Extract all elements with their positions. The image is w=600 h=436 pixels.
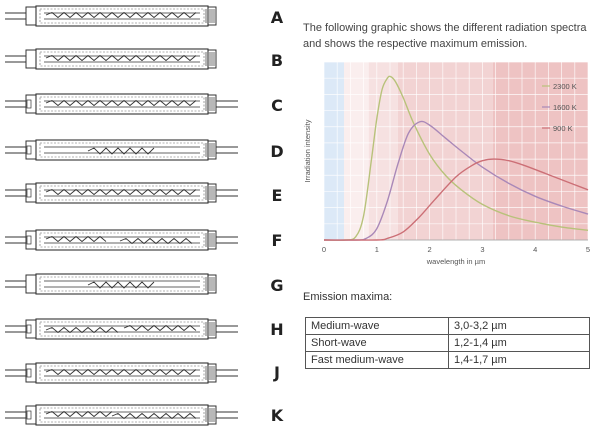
legend-label: 900 K — [553, 124, 573, 133]
tube-inner-line — [39, 321, 205, 337]
heater-label-e: E — [271, 186, 283, 205]
terminal-block — [26, 145, 32, 155]
band-fade — [344, 62, 369, 240]
tube-inner-line — [39, 232, 205, 248]
radiation-spectra-chart: 2300 K 1600 K 900 K 0 1 2 3 4 5 wavelength in µm I… — [303, 61, 590, 266]
heater-label-g: G — [270, 276, 284, 295]
table-row: Short-wave 1,2-1,4 µm — [305, 334, 590, 352]
x-tick-label: 2 — [428, 245, 432, 254]
heater-tube — [5, 182, 238, 204]
tube-inner-line — [39, 365, 205, 381]
heating-coil — [111, 412, 197, 420]
emission-type-cell: Short-wave — [305, 334, 449, 352]
emission-maxima-heading: Emission maxima: — [303, 291, 393, 303]
tube-inner-line — [39, 51, 205, 67]
heater-tube — [5, 273, 217, 295]
x-axis-label: wavelength in µm — [426, 257, 486, 266]
emission-range-cell: 3,0-3,2 µm — [448, 317, 590, 335]
tube-inner-line — [39, 276, 205, 292]
table-row: Medium-wave 3,0-3,2 µm — [305, 317, 590, 335]
heater-label-d: D — [270, 142, 284, 161]
heater-tube — [5, 404, 238, 426]
heater-label-k: K — [270, 406, 284, 425]
x-tick-label: 5 — [586, 245, 590, 254]
fast-medium-wave-band — [397, 62, 493, 240]
heating-coil — [45, 54, 197, 62]
terminal-block — [26, 324, 32, 334]
tube-inner-line — [39, 142, 205, 158]
intro-text: The following graphic shows the differen… — [303, 20, 598, 52]
terminal-block — [26, 99, 32, 109]
emission-range-cell: 1,2-1,4 µm — [448, 334, 590, 352]
emission-maxima-table: Medium-wave 3,0-3,2 µm Short-wave 1,2-1,… — [305, 317, 590, 369]
heater-label-b: B — [270, 51, 284, 70]
heating-coil — [45, 11, 197, 19]
intro-line-1: The following graphic shows the differen… — [303, 22, 587, 34]
emission-type-cell: Medium-wave — [305, 317, 449, 335]
heater-label-j: J — [274, 363, 280, 382]
x-tick-label: 1 — [375, 245, 379, 254]
x-tick-label: 3 — [480, 245, 484, 254]
heating-coil — [45, 235, 107, 243]
near-infrared-band — [324, 62, 345, 240]
heating-coil — [45, 326, 119, 334]
heater-tube — [5, 318, 238, 340]
table-row: Fast medium-wave 1,4-1,7 µm — [305, 351, 590, 369]
emission-type-cell: Fast medium-wave — [305, 351, 449, 369]
tube-inner-line — [39, 8, 205, 24]
heater-tube — [5, 139, 238, 161]
heating-coil — [87, 281, 155, 289]
series-line-900k — [323, 158, 589, 241]
heater-tube — [5, 362, 238, 384]
heater-tube — [5, 229, 238, 251]
heater-tube — [5, 5, 217, 27]
y-axis-label: Irradiation intensity — [303, 119, 312, 182]
short-wave-band — [344, 62, 398, 240]
terminal-block — [26, 410, 32, 420]
tube-inner-line — [39, 407, 205, 423]
tube-inner-line — [39, 185, 205, 201]
legend-label: 2300 K — [553, 82, 577, 91]
heater-label-f: F — [271, 231, 283, 250]
heating-coil — [123, 324, 197, 332]
heater-tube — [5, 48, 217, 70]
terminal-block — [26, 235, 32, 245]
series-line-1600k — [323, 120, 589, 241]
heating-coil — [119, 237, 193, 245]
x-tick-label: 0 — [322, 245, 326, 254]
heater-label-c: C — [271, 96, 283, 115]
heater-label-h: H — [270, 320, 284, 339]
heating-coil — [45, 188, 197, 196]
heating-coil — [45, 99, 197, 107]
terminal-block — [26, 368, 32, 378]
legend-label: 1600 K — [553, 103, 577, 112]
heater-tube — [5, 93, 238, 115]
x-tick-label: 4 — [533, 245, 537, 254]
emission-range-cell: 1,4-1,7 µm — [448, 351, 590, 369]
heating-coil — [45, 410, 113, 418]
heater-label-a: A — [270, 8, 284, 27]
heating-coil — [87, 147, 155, 155]
heating-coil — [45, 368, 197, 376]
series-line-2300k — [323, 75, 589, 241]
intro-line-2: and shows the respective maximum emissio… — [303, 38, 528, 50]
tube-inner-line — [39, 96, 205, 112]
terminal-block — [26, 188, 32, 198]
